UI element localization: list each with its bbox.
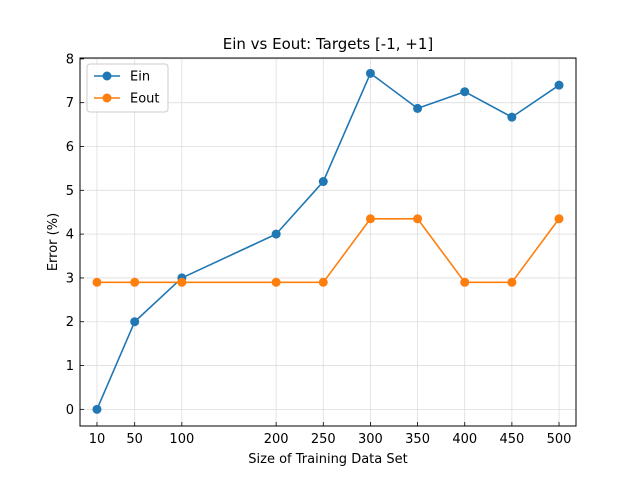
x-tick-label: 250 xyxy=(311,432,336,447)
legend-marker-ein xyxy=(102,71,112,81)
x-axis-label: Size of Training Data Set xyxy=(248,452,407,467)
data-point-ein xyxy=(460,87,470,97)
y-tick-label: 7 xyxy=(66,96,74,111)
data-point-eout xyxy=(92,277,102,287)
x-tick-label: 100 xyxy=(169,432,194,447)
x-tick-label: 400 xyxy=(452,432,477,447)
legend-label-eout: Eout xyxy=(130,92,160,107)
x-tick-label: 300 xyxy=(358,432,383,447)
data-point-eout xyxy=(318,277,328,287)
series-line-ein xyxy=(96,72,560,410)
x-tick-label: 10 xyxy=(89,432,106,447)
y-tick-label: 6 xyxy=(66,140,74,155)
data-point-eout xyxy=(460,277,470,287)
plot-area-frame xyxy=(79,57,577,427)
x-tick-label: 500 xyxy=(547,432,572,447)
y-tick-label: 8 xyxy=(66,52,74,67)
data-point-eout xyxy=(554,214,564,224)
series-line-eout xyxy=(96,217,560,284)
x-tick-label: 200 xyxy=(264,432,289,447)
series-markers xyxy=(92,68,564,414)
x-tick-label: 50 xyxy=(126,432,143,447)
y-axis-label: Error (%) xyxy=(46,213,61,271)
legend: Ein Eout xyxy=(86,63,169,113)
x-tick-label: 450 xyxy=(499,432,524,447)
data-point-eout xyxy=(130,277,140,287)
data-point-ein xyxy=(413,103,423,113)
data-point-eout xyxy=(413,214,423,224)
y-axis-ticks: 0 1 2 3 4 5 6 7 8 xyxy=(66,52,84,418)
data-point-ein xyxy=(130,317,140,327)
data-point-eout xyxy=(365,214,375,224)
x-axis-ticks: 10 50 100 200 250 300 350 400 450 500 xyxy=(89,422,572,447)
x-tick-label: 350 xyxy=(405,432,430,447)
data-point-eout xyxy=(271,277,281,287)
data-point-ein xyxy=(92,404,102,414)
data-point-ein xyxy=(318,177,328,187)
y-tick-label: 1 xyxy=(66,359,74,374)
y-tick-label: 4 xyxy=(66,228,74,243)
data-point-ein xyxy=(507,112,517,122)
series-lines xyxy=(96,72,560,410)
data-point-ein xyxy=(554,80,564,90)
legend-label-ein: Ein xyxy=(130,70,150,85)
data-point-ein xyxy=(271,229,281,239)
y-tick-label: 3 xyxy=(66,271,74,286)
y-tick-label: 0 xyxy=(66,403,74,418)
y-tick-label: 2 xyxy=(66,315,74,330)
data-point-ein xyxy=(365,68,375,78)
data-point-eout xyxy=(177,277,187,287)
y-tick-label: 5 xyxy=(66,184,74,199)
legend-marker-eout xyxy=(102,93,112,103)
chart-title: Ein vs Eout: Targets [-1, +1] xyxy=(223,35,434,53)
data-point-eout xyxy=(507,277,517,287)
